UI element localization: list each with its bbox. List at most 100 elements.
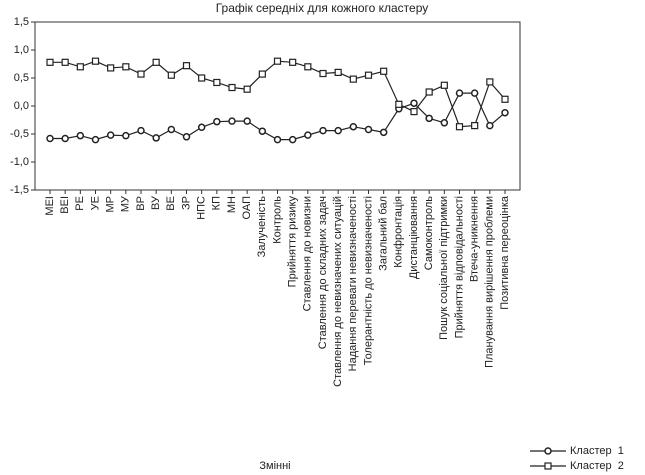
point xyxy=(501,95,509,103)
point xyxy=(395,100,403,108)
point xyxy=(486,121,494,130)
point xyxy=(379,128,388,137)
x-tick-label: Ставлення до новизни xyxy=(302,196,314,311)
point xyxy=(76,131,85,140)
x-tick-label: Контроль xyxy=(271,196,283,244)
point xyxy=(228,83,236,92)
x-tick-label: Дистанціювання xyxy=(408,196,420,279)
y-tick-label: -1,5 xyxy=(10,184,29,196)
point xyxy=(167,125,176,134)
point xyxy=(213,78,221,87)
point xyxy=(182,62,191,70)
point xyxy=(425,114,433,123)
y-tick-label: -0,5 xyxy=(10,128,29,140)
x-tick-label: Залученість xyxy=(256,196,268,258)
point xyxy=(258,70,266,78)
series-line xyxy=(50,60,506,128)
point xyxy=(544,462,552,470)
point xyxy=(46,134,54,143)
point xyxy=(122,131,130,140)
x-tick-label: ОАП xyxy=(241,196,253,220)
x-tick-label: ЗР xyxy=(180,196,192,210)
point xyxy=(289,58,297,66)
x-tick-label: Конфронтація xyxy=(393,196,405,268)
point xyxy=(410,99,418,107)
point xyxy=(91,135,100,144)
point xyxy=(380,67,388,75)
point xyxy=(425,88,433,96)
x-tick-label: Самоконтроль xyxy=(423,196,435,270)
point xyxy=(471,121,479,130)
x-tick-label: Позитивна переоцінка xyxy=(499,195,511,310)
x-tick-label: Загальний бал xyxy=(378,196,390,271)
x-tick-label: Надання переваги невизначеності xyxy=(347,196,359,371)
point xyxy=(410,107,418,116)
point xyxy=(106,131,115,139)
point xyxy=(486,78,494,86)
point xyxy=(167,71,175,79)
point xyxy=(455,89,464,97)
x-tick-label: КП xyxy=(211,196,223,210)
y-tick-label: 1,0 xyxy=(14,44,29,56)
point xyxy=(91,57,100,65)
x-tick-label: Ставлення до невизначених ситуацій xyxy=(332,196,344,387)
point xyxy=(182,133,191,141)
point xyxy=(501,108,509,117)
point xyxy=(288,135,297,144)
y-tick-label: -1,0 xyxy=(10,156,29,168)
point xyxy=(319,69,327,78)
legend-label: Кластер 1 xyxy=(570,445,624,457)
point xyxy=(455,123,464,131)
point xyxy=(273,57,282,65)
point xyxy=(61,58,69,66)
chart-title: Графік середніх для кожного кластеру xyxy=(216,1,429,15)
series-line xyxy=(50,92,506,141)
point xyxy=(61,134,69,143)
point xyxy=(198,74,206,82)
point xyxy=(213,117,221,126)
plot-frame xyxy=(34,21,521,191)
y-tick-label: 0,5 xyxy=(14,72,29,84)
point xyxy=(152,58,160,66)
point xyxy=(152,134,160,142)
x-tick-label: Прийняття відповідальності xyxy=(453,196,465,338)
x-tick-label: Втеча-уникнення xyxy=(469,196,481,282)
point xyxy=(243,85,251,93)
point xyxy=(228,117,236,125)
x-tick-label: УЕ xyxy=(89,196,101,210)
point xyxy=(440,119,449,127)
point xyxy=(304,131,312,139)
point xyxy=(349,122,358,131)
point xyxy=(334,126,342,135)
x-tick-label: Толерантність до невизначеності xyxy=(362,196,374,365)
point xyxy=(544,447,552,455)
point xyxy=(273,135,282,144)
x-tick-label: Ставлення до складних задач xyxy=(317,196,329,349)
x-tick-label: МУ xyxy=(120,195,132,212)
x-tick-label: РЕ xyxy=(74,196,86,211)
x-tick-label: НПС xyxy=(196,196,208,220)
x-tick-label: ВР xyxy=(135,196,147,211)
x-tick-label: МР xyxy=(105,196,117,213)
x-tick-label: МН xyxy=(226,196,238,213)
x-tick-label: Пошук соціальної підтримки xyxy=(438,196,450,340)
x-tick-label: ВЕ xyxy=(165,196,177,211)
point xyxy=(46,58,54,66)
x-tick-label: ВУ xyxy=(150,195,162,210)
point xyxy=(137,126,145,135)
point xyxy=(137,70,145,78)
point xyxy=(304,63,312,71)
point xyxy=(319,126,327,135)
point xyxy=(197,123,206,132)
point xyxy=(107,64,115,72)
point xyxy=(440,81,448,89)
point xyxy=(243,117,251,125)
x-tick-label: МЕІ xyxy=(44,196,56,216)
point xyxy=(364,71,373,79)
point xyxy=(470,89,479,97)
point xyxy=(122,63,130,71)
y-tick-label: 0,0 xyxy=(14,100,29,112)
point xyxy=(364,125,373,134)
x-tick-label: Планування вирішення проблеми xyxy=(484,196,496,368)
